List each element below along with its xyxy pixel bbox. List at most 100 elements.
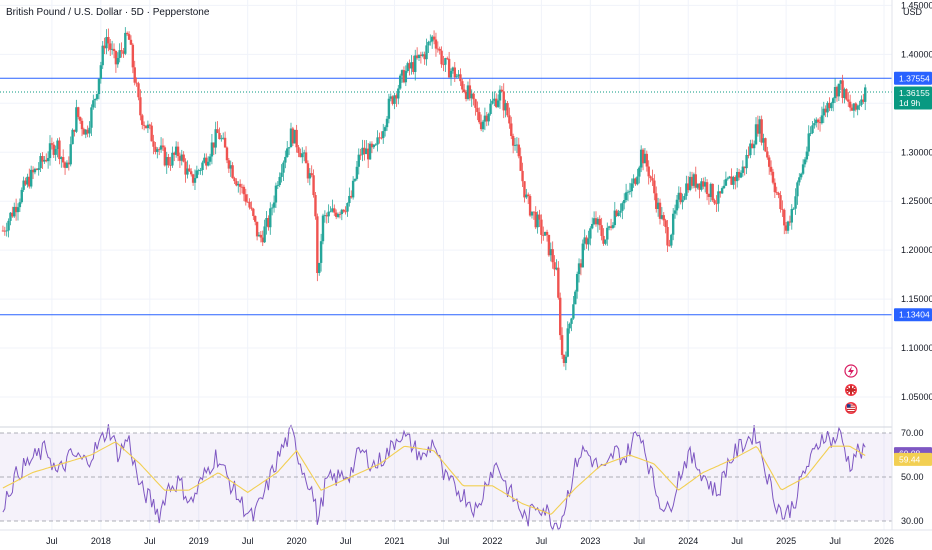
candle-body [720,188,724,194]
candle-body [726,178,729,180]
candle-body [656,202,660,209]
candle-body [843,89,846,98]
candle-body [77,107,80,117]
event-icons[interactable] [844,364,858,414]
candle-body [306,163,310,179]
lightning-icon[interactable] [844,364,858,378]
candle-body [491,100,494,104]
candle-body [16,207,20,213]
candle-body [553,262,556,270]
candle-body [308,173,312,179]
us-flag-icon[interactable] [845,402,857,414]
candle-body [365,148,368,155]
candle-body [127,34,131,40]
candle-body [342,209,345,212]
candle-body [589,228,592,239]
candle-body [276,185,280,186]
candle-body [824,108,827,113]
candle-body [408,63,411,69]
uk-flag-icon[interactable] [845,384,857,396]
time-tick-label: 2018 [91,536,111,546]
candle-body [412,62,415,72]
candle-body [269,208,272,228]
candle-body [848,101,852,108]
rsi-axis: 30.00 50.00 70.00 [901,428,924,526]
candle-body [254,216,257,222]
candle-body [850,107,854,111]
candle-body [88,127,91,134]
candle-body [760,119,763,143]
candle-body [366,148,370,160]
candle-body [314,195,317,217]
candle-body [540,219,543,235]
candle-body [568,323,571,329]
candle-body [551,249,554,263]
support-tag: 1.13404 [894,308,932,322]
candle-body [261,237,264,243]
rsi-lines [0,424,892,532]
candle-body [284,156,287,163]
chart-title: British Pound / U.S. Dollar · 5D · Peppe… [6,7,210,18]
candle-body [826,102,829,113]
candle-body [378,137,381,139]
candle-body [660,215,664,219]
time-tick-label: Jul [144,536,156,546]
candle-body [338,214,342,215]
candle-body [13,206,16,217]
candle-body [598,218,601,226]
time-tick-label: 2021 [385,536,405,546]
candle-body [743,166,746,169]
candle-body [775,192,778,193]
candle-body [393,95,396,104]
candle-body [575,274,579,292]
candle-body [632,178,635,184]
candle-body [214,129,217,148]
candle-body [242,186,246,195]
candle-body [440,50,443,65]
price-tick-label: 1.40000 [901,49,932,59]
candle-body [173,152,176,155]
candle-body [97,78,101,95]
candle-body [455,76,458,78]
candle-body [673,210,677,214]
price-tick-label: 1.25000 [901,196,932,206]
candle-body [109,43,112,50]
candle-body [677,192,681,200]
candle-body [705,182,709,194]
svg-text:1.36155: 1.36155 [899,88,930,98]
candle-body [135,82,138,84]
candle-body [22,180,25,190]
candle-body [297,147,300,153]
candle-body [502,91,505,111]
candle-body [685,183,688,197]
candle-body [191,174,195,183]
candle-body [649,176,652,179]
candle-body [146,124,150,129]
candle-body [302,152,306,154]
candle-body [815,119,818,124]
candle-body [137,83,140,98]
candle-body [82,129,86,135]
candle-body [841,80,844,98]
candle-body [769,166,773,172]
candle-body [801,164,805,174]
candle-body [832,98,835,104]
candle-body [606,227,609,240]
candle-body [839,80,842,84]
candle-body [184,161,187,175]
candle-body [698,183,701,190]
candle-body [822,108,825,116]
candle-body [11,212,14,217]
candle-body [626,191,630,193]
candle-body [231,165,234,179]
candle-body [781,209,784,210]
candle-body [816,119,820,123]
candle-body [265,217,268,227]
candle-body [61,157,65,163]
candle-body [406,63,409,72]
candle-body [500,89,504,92]
candle-body [613,210,617,226]
candle-body [696,183,699,188]
candle-body [304,152,308,164]
candle-body [417,54,421,59]
